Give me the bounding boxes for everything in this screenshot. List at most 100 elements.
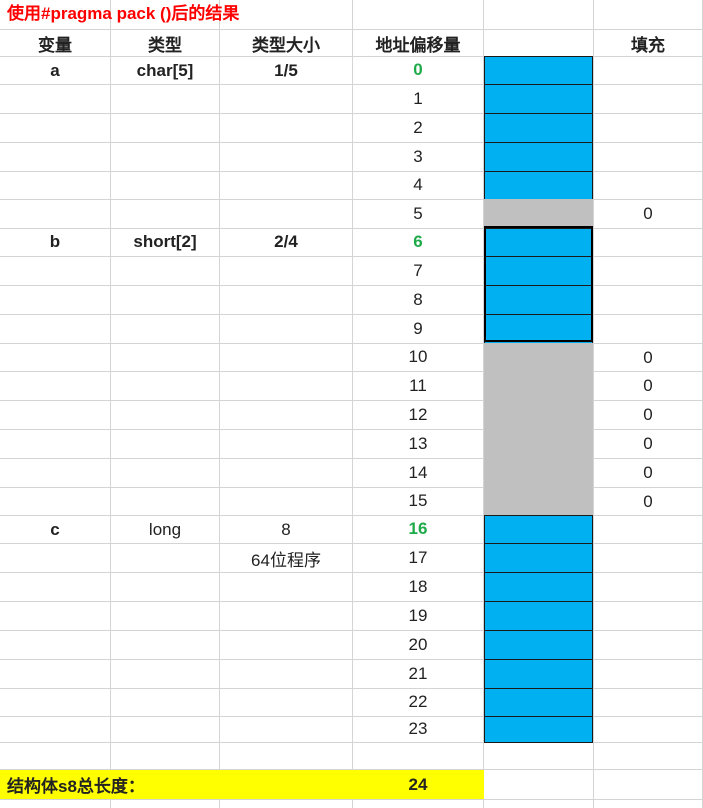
memory-byte-data xyxy=(484,572,593,602)
memory-byte-padding xyxy=(484,458,593,488)
variable-c-name: c xyxy=(50,519,60,539)
grid-row-line xyxy=(0,742,703,743)
grid-row-line xyxy=(0,659,703,660)
memory-byte-data xyxy=(484,142,593,172)
total-length-label: 结构体s8总长度： xyxy=(7,777,145,796)
grid-row-line xyxy=(0,429,703,430)
grid-row-line xyxy=(0,84,703,85)
memory-byte-data xyxy=(484,56,593,85)
variable-b-type: short[2] xyxy=(133,231,197,251)
variable-a-name: a xyxy=(50,60,60,80)
memory-byte-padding xyxy=(484,371,593,401)
memory-byte-data xyxy=(484,688,593,717)
offset-value: 11 xyxy=(409,375,427,395)
padding-value: 0 xyxy=(643,347,653,367)
offset-value: 16 xyxy=(408,519,428,538)
offset-value: 10 xyxy=(408,347,428,366)
grid-row-line xyxy=(0,171,703,172)
variable-a-type: char[5] xyxy=(136,60,194,80)
variable-b-name: b xyxy=(49,231,61,251)
memory-byte-data xyxy=(484,171,593,200)
grid-row-line xyxy=(0,487,703,488)
memory-byte-data xyxy=(484,84,593,114)
offset-value: 7 xyxy=(413,260,423,280)
offset-value: 1 xyxy=(413,88,423,108)
variable-c-type: long xyxy=(148,519,182,539)
grid-row-line xyxy=(0,716,703,717)
grid-row-line xyxy=(0,688,703,689)
header-offset: 地址偏移量 xyxy=(375,35,461,55)
memory-byte-padding xyxy=(484,199,593,229)
padding-value: 0 xyxy=(643,463,653,482)
memory-byte-data xyxy=(484,113,593,143)
offset-value: 18 xyxy=(408,576,428,596)
offset-value: 9 xyxy=(413,318,423,338)
offset-value: 23 xyxy=(408,719,428,738)
header-type: 类型 xyxy=(148,35,182,55)
grid-row-line xyxy=(0,458,703,459)
memory-byte-data xyxy=(484,314,593,344)
memory-byte-data xyxy=(484,515,593,544)
memory-byte-data xyxy=(484,285,593,315)
header-type-size: 类型大小 xyxy=(252,35,320,55)
grid-column-line xyxy=(110,0,111,808)
grid-row-line xyxy=(0,142,703,143)
sheet-title: 使用#pragma pack ()后的结果 xyxy=(7,4,240,23)
grid-row-line xyxy=(0,29,703,30)
variable-c-size: 8 xyxy=(281,519,291,539)
memory-byte-data xyxy=(484,543,593,573)
offset-value: 5 xyxy=(413,203,423,223)
grid-row-line xyxy=(0,572,703,573)
grid-row-line xyxy=(0,199,703,200)
variable-b-size: 2/4 xyxy=(274,231,298,251)
variable-a-size: 1/5 xyxy=(274,60,298,80)
memory-byte-data xyxy=(484,716,593,743)
padding-value: 0 xyxy=(643,434,653,453)
grid-row-line xyxy=(0,343,703,344)
offset-value: 13 xyxy=(408,433,428,453)
grid-row-line xyxy=(0,228,703,229)
grid-column-line xyxy=(219,0,220,808)
grid-row-line xyxy=(0,314,703,315)
variable-c-size-note: 64位程序 xyxy=(251,550,321,570)
total-length-row xyxy=(0,770,484,799)
offset-value: 14 xyxy=(408,462,428,482)
memory-byte-data xyxy=(484,256,593,286)
offset-value: 3 xyxy=(413,146,423,166)
grid-row-line xyxy=(0,256,703,257)
grid-row-line xyxy=(0,543,703,544)
offset-value: 0 xyxy=(413,60,423,79)
padding-value: 0 xyxy=(643,203,653,223)
grid-row-line xyxy=(0,285,703,286)
memory-byte-data xyxy=(484,228,593,257)
variable-b-outline xyxy=(484,226,593,342)
offset-value: 21 xyxy=(408,663,428,683)
grid-row-line xyxy=(0,56,703,57)
offset-value: 19 xyxy=(408,605,428,625)
header-variable: 变量 xyxy=(38,35,72,55)
offset-value: 12 xyxy=(408,404,428,424)
memory-byte-padding xyxy=(484,487,593,516)
memory-byte-padding xyxy=(484,400,593,430)
offset-value: 2 xyxy=(413,117,423,137)
grid-column-line xyxy=(593,0,594,808)
memory-byte-padding xyxy=(484,343,593,372)
offset-value: 17 xyxy=(408,547,428,567)
grid-row-line xyxy=(0,769,703,770)
offset-value: 8 xyxy=(413,289,423,309)
memory-byte-data xyxy=(484,659,593,689)
grid-row-line xyxy=(0,515,703,516)
grid-row-line xyxy=(0,799,703,800)
offset-value: 4 xyxy=(413,175,423,194)
padding-value: 0 xyxy=(643,376,653,395)
offset-value: 6 xyxy=(413,232,423,251)
memory-byte-padding xyxy=(484,429,593,459)
grid-row-line xyxy=(0,630,703,631)
offset-value: 22 xyxy=(408,692,428,711)
grid-column-line xyxy=(352,0,353,808)
padding-value: 0 xyxy=(643,405,653,424)
grid-row-line xyxy=(0,371,703,372)
grid-row-line xyxy=(0,601,703,602)
grid-row-line xyxy=(0,400,703,401)
memory-byte-data xyxy=(484,601,593,631)
